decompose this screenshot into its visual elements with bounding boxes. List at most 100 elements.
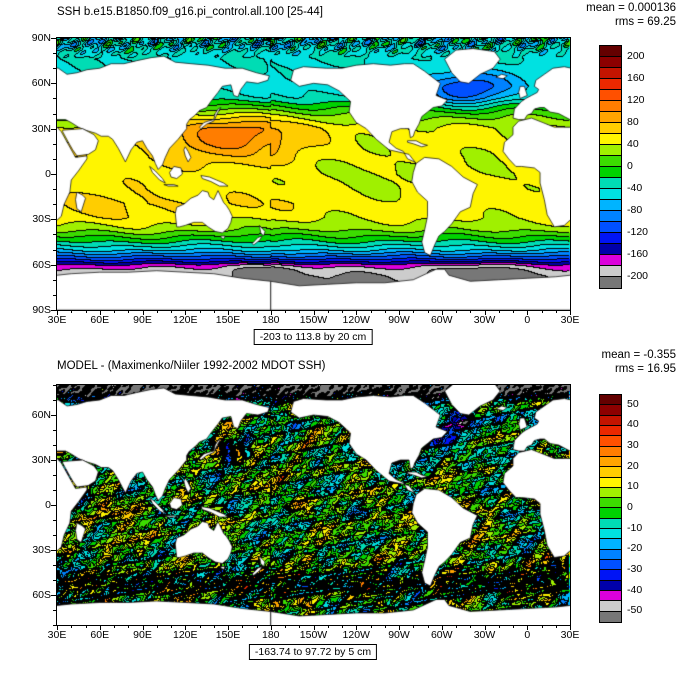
axis-minor-tick <box>53 189 56 191</box>
colorbar-cell <box>600 156 621 167</box>
colorbar-cell <box>600 477 621 488</box>
lat-tick-label: 90S <box>32 304 51 316</box>
axis-tick <box>51 83 56 85</box>
axis-minor-tick <box>285 311 286 313</box>
axis-tick <box>570 311 571 315</box>
lon-tick-label: 60E <box>90 314 110 326</box>
axis-minor-tick <box>53 279 56 281</box>
axis-minor-tick <box>427 626 429 628</box>
axis-minor-tick <box>53 234 56 236</box>
colorbar-tick-label: -80 <box>627 203 643 216</box>
axis-tick <box>51 415 56 416</box>
axis-minor-tick <box>498 626 500 628</box>
axis-minor-tick <box>327 626 329 628</box>
lon-tick-label: 30E <box>47 629 67 641</box>
lat-tick-label: 30S <box>32 213 51 226</box>
lat-tick-label: 30N <box>31 122 51 135</box>
axis-minor-tick <box>541 311 543 313</box>
axis-minor-tick <box>128 311 130 313</box>
colorbar-cell <box>600 90 621 101</box>
axis-minor-tick <box>299 311 301 313</box>
lon-tick-label: 60W <box>430 629 453 641</box>
colorbar-cell <box>600 498 621 509</box>
lon-tick-label: 180 <box>261 629 280 641</box>
colorbar-cell <box>600 189 621 200</box>
axis-tick <box>51 310 56 311</box>
axis-tick <box>313 626 315 630</box>
colorbar-tick-label: 160 <box>627 71 645 84</box>
colorbar-bottom <box>599 394 622 623</box>
axis-tick <box>570 626 571 630</box>
colorbar-cell <box>600 57 621 68</box>
colorbar-cell <box>600 145 621 156</box>
axis-minor-tick <box>53 68 56 70</box>
lon-tick-label: 120E <box>172 629 198 641</box>
axis-minor-tick <box>456 626 457 628</box>
axis-minor-tick <box>513 311 514 313</box>
colorbar-tick-label: -30 <box>627 562 643 575</box>
colorbar-tick-label: 200 <box>627 49 645 62</box>
axis-minor-tick <box>513 626 514 628</box>
colorbar-cell <box>600 200 621 211</box>
axis-tick <box>441 311 443 315</box>
axis-minor-tick <box>413 626 415 628</box>
colorbar-cell <box>600 112 621 123</box>
lon-tick-label: 120W <box>342 629 370 641</box>
lon-tick-label: 0 <box>524 314 531 326</box>
colorbar-cell <box>600 529 621 540</box>
colorbar-cell <box>600 101 621 112</box>
colorbar-cell <box>600 46 621 57</box>
colorbar-tick-label: 0 <box>627 159 633 172</box>
panel-title-bottom: MODEL - (Maximenko/Niiler 1992-2002 MDOT… <box>57 360 326 372</box>
lon-tick-label: 150W <box>299 629 328 641</box>
colorbar-cell <box>600 611 621 622</box>
rms-value-top: rms = 69.25 <box>614 15 676 28</box>
axis-minor-tick <box>171 311 172 313</box>
axis-minor-tick <box>470 311 472 313</box>
lon-tick-label: 90E <box>133 314 152 326</box>
axis-minor-tick <box>53 158 56 160</box>
axis-tick <box>270 626 272 630</box>
axis-tick <box>51 460 56 461</box>
lat-tick-label: 0 <box>45 168 51 180</box>
axis-minor-tick <box>199 626 201 628</box>
lon-tick-label: 120W <box>342 314 370 326</box>
colorbar-cell <box>600 405 621 416</box>
lon-tick-label: 30E <box>560 314 580 326</box>
colorbar-tick-label: 20 <box>627 459 639 472</box>
axis-minor-tick <box>53 625 56 626</box>
axis-minor-tick <box>53 490 56 491</box>
axis-minor-tick <box>53 400 56 401</box>
axis-minor-tick <box>171 626 172 628</box>
axis-tick <box>185 311 187 315</box>
colorbar-tick-label: 0 <box>627 501 633 513</box>
axis-tick <box>527 626 529 630</box>
colorbar-cell <box>600 277 621 288</box>
axis-minor-tick <box>384 311 386 313</box>
axis-minor-tick <box>53 520 56 521</box>
axis-minor-tick <box>53 294 56 296</box>
axis-minor-tick <box>327 311 329 313</box>
colorbar-tick-label: -40 <box>627 583 643 596</box>
axis-minor-tick <box>256 626 258 628</box>
colorbar-cell <box>600 601 621 612</box>
colorbar-cell <box>600 518 621 530</box>
lon-tick-label: 150W <box>299 314 328 326</box>
axis-tick <box>51 505 56 506</box>
axis-tick <box>57 626 58 630</box>
axis-tick <box>356 311 358 315</box>
axis-minor-tick <box>53 475 56 476</box>
colorbar-cell <box>600 467 621 478</box>
stats-block-bottom: mean = -0.355 rms = 16.95 <box>602 349 676 376</box>
axis-minor-tick <box>242 311 244 313</box>
axis-minor-tick <box>285 626 286 628</box>
axis-minor-tick <box>85 311 87 313</box>
axis-minor-tick <box>342 311 343 313</box>
lat-tick-label: 60S <box>32 589 51 601</box>
axis-minor-tick <box>114 311 115 313</box>
axis-minor-tick <box>498 311 500 313</box>
colorbar-tick-label: 80 <box>627 115 639 128</box>
axis-tick <box>142 626 144 630</box>
axis-minor-tick <box>53 204 56 206</box>
